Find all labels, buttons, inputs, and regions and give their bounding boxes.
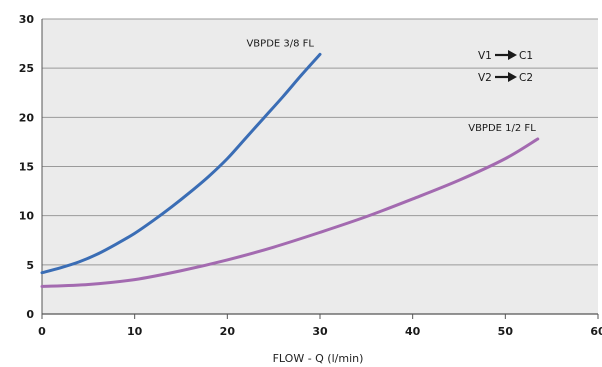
legend-arrow-head-1	[508, 50, 517, 60]
legend-to-2: C2	[519, 72, 533, 84]
legend-layer: V1 C1 V2 C2	[478, 50, 533, 84]
x-tick-label-50: 50	[498, 325, 514, 338]
legend-to-1: C1	[519, 50, 533, 62]
series-line-1	[40, 52, 322, 275]
x-tick-label-10: 10	[127, 325, 143, 338]
y-tick-label-20: 20	[19, 111, 35, 124]
x-tick-label-20: 20	[220, 325, 236, 338]
x-tick-label-60: 60	[590, 325, 602, 338]
x-tick-label-30: 30	[312, 325, 328, 338]
y-tick-label-0: 0	[26, 308, 34, 321]
legend-from-1: V1	[478, 50, 492, 62]
legend-from-2: V2	[478, 72, 492, 84]
axis-layer: 0 5 10 15 20 25 30 0 10 20 30 40 50 60	[19, 13, 602, 338]
y-tick-label-15: 15	[19, 161, 34, 174]
y-tick-label-30: 30	[19, 13, 35, 26]
x-tick-label-40: 40	[405, 325, 421, 338]
legend-arrow-head-2	[508, 72, 517, 82]
y-tick-label-10: 10	[19, 210, 35, 223]
series-layer	[40, 52, 540, 288]
series-label-2: VBPDE 1/2 FL	[468, 123, 536, 134]
x-axis-title: FLOW - Q (l/min)	[273, 352, 364, 365]
label-layer: VBPDE 3/8 FL VBPDE 1/2 FL	[246, 38, 536, 134]
series-label-1: VBPDE 3/8 FL	[246, 38, 314, 49]
x-tick-label-0: 0	[38, 325, 46, 338]
y-tick-label-25: 25	[19, 62, 34, 75]
y-tick-label-5: 5	[26, 259, 34, 272]
series-line-2	[40, 137, 540, 288]
